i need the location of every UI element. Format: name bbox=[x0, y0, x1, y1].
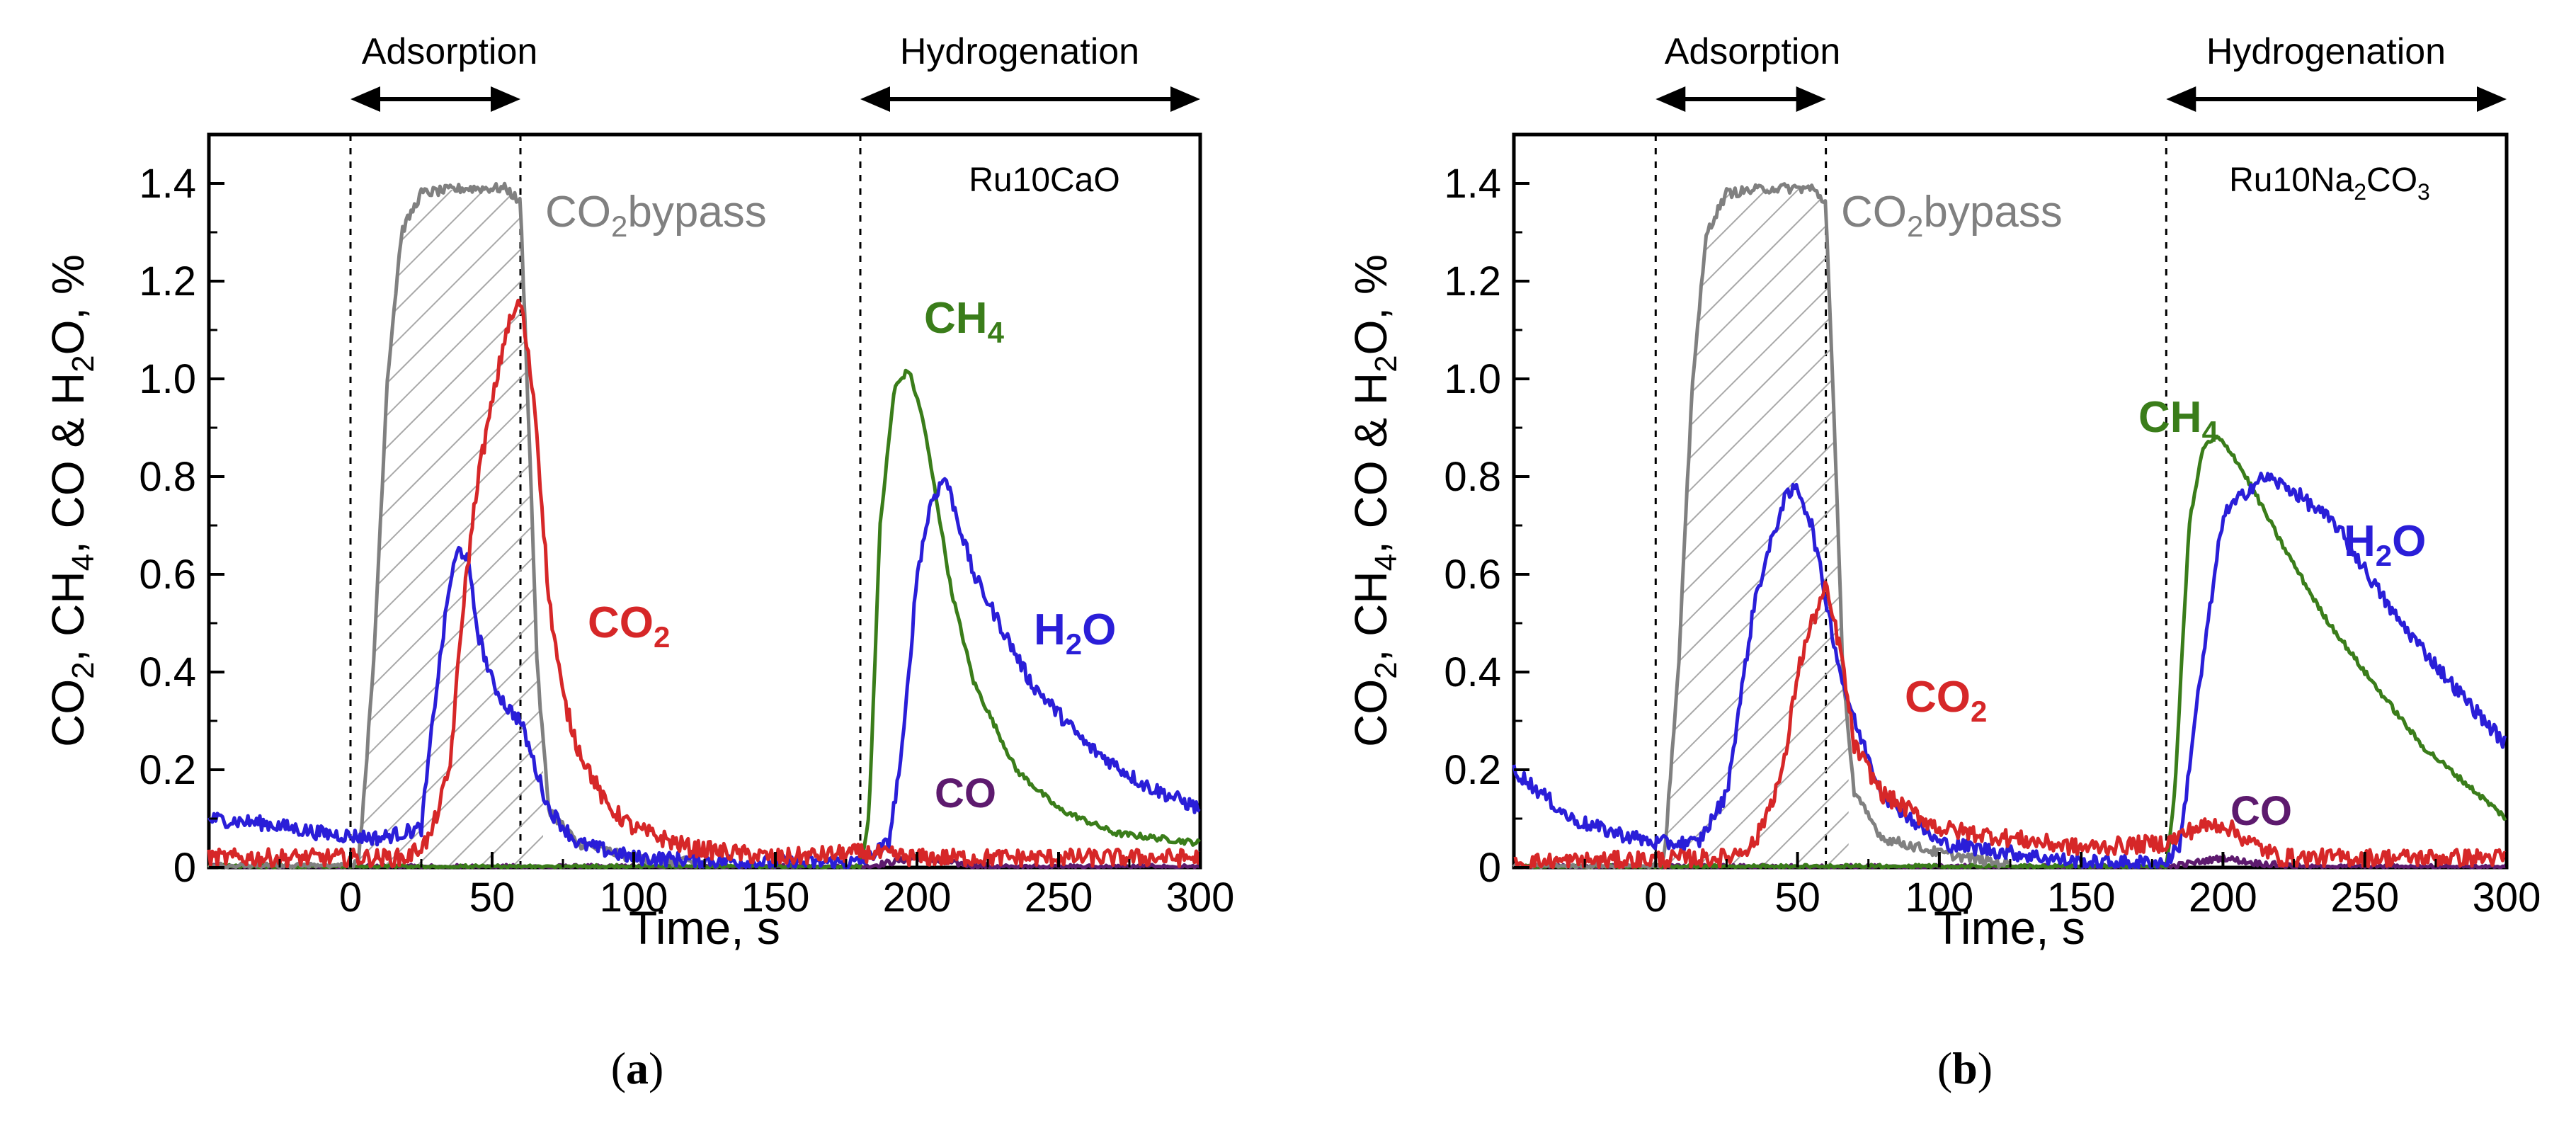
hatched-region bbox=[1655, 188, 1849, 867]
x-tick-label: 250 bbox=[1025, 875, 1093, 921]
label-co2: CO2 bbox=[588, 598, 670, 654]
y-axis-label: CO2, CH4, CO & H2O, % bbox=[1345, 254, 1403, 747]
y-tick-label: 0.6 bbox=[1444, 552, 1501, 598]
phase-label-hydrogenation: Hydrogenation bbox=[900, 31, 1139, 72]
y-tick-label: 1.0 bbox=[139, 356, 196, 402]
hatched-area bbox=[351, 188, 543, 867]
panel-b: 0 50 100 150 200 250 300 0 0.2 0.4 0.6 0.8 1.0 1.2 1.4… bbox=[1345, 31, 2541, 1093]
x-tick-label: 0 bbox=[339, 875, 362, 921]
x-tick-label: 200 bbox=[883, 875, 952, 921]
x-tick-label: 250 bbox=[2330, 875, 2399, 921]
label-ch4: CH4 bbox=[2138, 393, 2219, 448]
phase-arrow-head-left bbox=[860, 86, 890, 112]
label-co: CO bbox=[935, 770, 996, 816]
series-lines bbox=[207, 181, 1202, 870]
y-tick-label: 1.2 bbox=[1444, 258, 1501, 305]
y-tick-label: 0 bbox=[1478, 845, 1501, 891]
series-co2-bypass bbox=[1512, 182, 2010, 870]
phase-label-adsorption: Adsorption bbox=[1665, 31, 1841, 72]
x-axis-label: Time, s bbox=[629, 901, 780, 954]
label-ch4: CH4 bbox=[924, 294, 1005, 349]
series-ch4 bbox=[1513, 436, 2507, 870]
y-tick-label: 0.8 bbox=[1444, 454, 1501, 500]
panel-a: 0 50 100 150 200 250 300 0 0.2 0.4 0.6 0.8 1.0 1.2 1.4… bbox=[42, 31, 1234, 1093]
label-h2o: H2O bbox=[1034, 605, 1116, 661]
phase-arrows bbox=[351, 86, 1200, 112]
sample-label: Ru10CaO bbox=[969, 161, 1119, 199]
x-tick-label: 100 bbox=[600, 875, 668, 921]
label-co: CO bbox=[2230, 788, 2292, 834]
hatched-area bbox=[1655, 188, 1849, 867]
series-h2o bbox=[1512, 472, 2507, 870]
label-co2: CO2 bbox=[1905, 673, 1987, 728]
phase-arrow-head-left bbox=[1655, 86, 1686, 112]
series-co2 bbox=[1513, 580, 2508, 870]
x-tick-label: 300 bbox=[1166, 875, 1235, 921]
series-h2o bbox=[207, 477, 1201, 870]
x-tick-label: 50 bbox=[1774, 875, 1820, 921]
x-tick-label: 150 bbox=[2047, 875, 2116, 921]
phase-label-adsorption: Adsorption bbox=[362, 31, 538, 72]
sample-label: Ru10Na2CO3 bbox=[2229, 161, 2430, 205]
y-tick-label: 0.2 bbox=[1444, 747, 1501, 793]
plot-area-frame bbox=[207, 132, 1202, 870]
label-co2-bypass: CO2bypass bbox=[1841, 188, 2063, 243]
x-tick-label: 0 bbox=[1644, 875, 1667, 921]
phase-arrow-head-right bbox=[2477, 86, 2507, 112]
x-tick-label: 200 bbox=[2189, 875, 2257, 921]
phase-arrow-head-right bbox=[1796, 86, 1826, 112]
panel-label: (a) bbox=[611, 1043, 664, 1093]
series-co2 bbox=[207, 298, 1202, 869]
y-axis-label: CO2, CH4, CO & H2O, % bbox=[42, 254, 101, 747]
y-tick-label: 0.6 bbox=[139, 552, 196, 598]
x-tick-label: 300 bbox=[2473, 875, 2541, 921]
x-tick-label: 50 bbox=[469, 875, 515, 921]
y-tick-label: 1.2 bbox=[139, 258, 196, 305]
y-tick-label: 1.4 bbox=[1444, 161, 1501, 207]
label-h2o: H2O bbox=[2344, 517, 2426, 572]
phase-arrow-head-left bbox=[2166, 86, 2196, 112]
phase-arrows bbox=[1655, 86, 2507, 112]
axis-ticks: 0 50 100 150 200 250 300 0 0.2 0.4 0.6 0.8 1.0 1.2 1.4 bbox=[139, 133, 1235, 921]
y-tick-label: 0.4 bbox=[139, 649, 196, 695]
x-tick-label: 100 bbox=[1905, 875, 1973, 921]
y-tick-label: 0.4 bbox=[1444, 649, 1501, 695]
y-tick-label: 0.2 bbox=[139, 747, 196, 793]
phase-arrow-head-right bbox=[1170, 86, 1200, 112]
x-tick-label: 150 bbox=[741, 875, 810, 921]
panel-label: (b) bbox=[1937, 1043, 1993, 1093]
x-axis-label: Time, s bbox=[1934, 901, 2085, 954]
hatched-region bbox=[351, 188, 543, 867]
y-tick-label: 0 bbox=[173, 845, 196, 891]
y-tick-label: 1.0 bbox=[1444, 356, 1501, 402]
plot-area-frame bbox=[1512, 132, 2509, 870]
y-tick-label: 0.8 bbox=[139, 454, 196, 500]
phase-arrow-head-right bbox=[491, 86, 520, 112]
axis-ticks: 0 50 100 150 200 250 300 0 0.2 0.4 0.6 0.8 1.0 1.2 1.4 bbox=[1444, 133, 2541, 921]
phase-arrow-head-left bbox=[351, 86, 380, 112]
y-tick-label: 1.4 bbox=[139, 161, 196, 207]
label-co2-bypass: CO2bypass bbox=[545, 188, 767, 243]
phase-label-hydrogenation: Hydrogenation bbox=[2206, 31, 2446, 72]
